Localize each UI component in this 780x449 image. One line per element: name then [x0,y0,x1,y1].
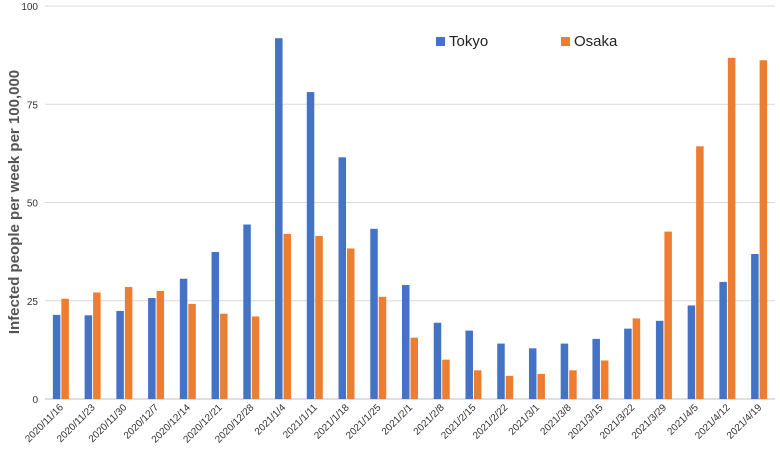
y-tick-label: 25 [27,297,39,308]
bar-tokyo [624,328,632,399]
y-axis-label: Infected people per week per 100,000 [6,70,23,334]
y-tick-label: 75 [27,100,39,111]
bar-tokyo [528,348,537,399]
bar-osaka [664,231,672,399]
bar-osaka [505,375,514,399]
legend-label-osaka: Osaka [574,33,618,50]
bar-osaka [220,313,228,399]
x-tick-label: 2021/3/29 [630,402,670,442]
bar-tokyo [243,224,251,399]
x-tick-label: 2021/1/25 [344,402,384,442]
bar-osaka [473,370,482,399]
bar-osaka [442,359,450,399]
bar-tokyo [148,297,156,399]
bar-osaka [569,370,577,399]
bar-tokyo [687,305,696,399]
bar-osaka [696,146,704,399]
bar-tokyo [306,92,315,399]
bar-tokyo [370,228,378,399]
bar-osaka [93,292,101,399]
legend-label-tokyo: Tokyo [449,33,488,50]
x-tick-labels: 2020/11/162020/11/232020/11/302020/12/72… [23,402,764,445]
bar-osaka [251,316,260,399]
bar-tokyo [497,343,505,399]
y-tick-label: 100 [21,2,38,13]
bar-tokyo [465,330,473,399]
bar-osaka [347,248,355,399]
bar-osaka [727,57,736,399]
bar-tokyo [592,338,600,399]
bar-tokyo [211,252,220,399]
bar-tokyo [719,281,727,399]
bar-tokyo [52,314,61,399]
x-tick-label: 2021/4/19 [725,402,765,442]
bars [52,38,768,399]
x-tick-label: 2021/2/1 [380,402,416,438]
bar-osaka [600,360,609,399]
bar-tokyo [655,320,664,399]
bar-osaka [188,303,196,399]
bar-osaka [410,337,418,399]
x-tick-label: 2021/3/1 [507,402,543,438]
bar-tokyo [275,38,283,399]
bar-tokyo [116,310,124,399]
bar-osaka [537,373,545,399]
bar-osaka [759,60,768,399]
bar-osaka [632,318,641,399]
bar-tokyo [560,343,569,399]
bar-tokyo [402,285,410,399]
gridlines [45,5,775,400]
legend-swatch-osaka [561,37,570,46]
bar-tokyo [338,157,347,399]
y-tick-label: 50 [27,199,39,210]
bar-osaka [61,298,69,399]
legend-swatch-tokyo [436,37,445,46]
x-tick-label: 2021/2/22 [471,402,511,442]
bar-osaka [283,233,292,399]
bar-osaka [156,290,165,399]
y-tick-label: 0 [32,395,38,406]
bar-tokyo [751,253,759,399]
bar-osaka [315,235,323,399]
y-tick-labels: 0 25 50 75 100 [21,2,38,406]
bar-tokyo [433,322,442,399]
bar-tokyo [179,278,188,399]
bar-tokyo [84,315,93,399]
bar-osaka [124,286,133,399]
legend: Tokyo Osaka [436,33,618,50]
bar-osaka [378,296,387,399]
